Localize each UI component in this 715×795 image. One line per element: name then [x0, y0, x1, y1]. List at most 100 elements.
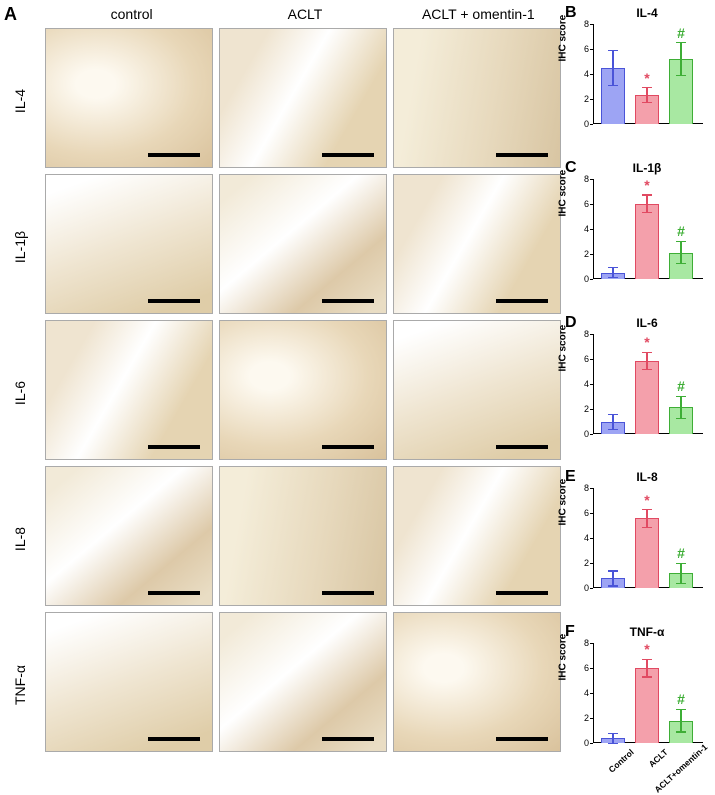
chart-plot-area: 02468*# [593, 24, 703, 124]
chart-il8: EIL-8IHC score02468*# [565, 468, 715, 621]
errorbar [646, 88, 647, 103]
panel-label-a: A [4, 4, 17, 25]
ytick-label: 0 [584, 274, 593, 284]
ytick-label: 2 [584, 94, 593, 104]
col-header-aclt-omentin: ACLT + omentin-1 [392, 6, 565, 22]
ytick-label: 2 [584, 713, 593, 723]
significance-marker: * [635, 70, 659, 86]
chart-plot-area: 02468*# [593, 334, 703, 434]
hist-img-il1b-control [45, 174, 213, 314]
hist-img-tnfa-aclt [219, 612, 387, 752]
errorbar [646, 195, 647, 213]
ytick-label: 2 [584, 558, 593, 568]
significance-marker: * [635, 334, 659, 350]
chart-il6: DIL-6IHC score02468*# [565, 314, 715, 467]
bar-aclt [635, 204, 659, 279]
bar-aclt [635, 361, 659, 434]
chart-title: IL-4 [579, 6, 715, 20]
row-label-il4: IL-4 [12, 89, 28, 113]
ytick-label: 4 [584, 224, 593, 234]
hist-img-il8-aclt-omentin [393, 466, 561, 606]
panel-a-column-headers: control ACLT ACLT + omentin-1 [45, 6, 565, 22]
errorbar [646, 659, 647, 677]
significance-marker: # [669, 378, 693, 394]
ytick-label: 6 [584, 508, 593, 518]
chart-plot-area: 02468*# [593, 488, 703, 588]
chart-il1: CIL-1βIHC score02468*# [565, 159, 715, 312]
ytick-label: 0 [584, 429, 593, 439]
ytick-label: 4 [584, 69, 593, 79]
hist-img-il6-aclt [219, 320, 387, 460]
errorbar [680, 709, 681, 732]
errorbar [612, 415, 613, 430]
hist-img-il4-aclt-omentin [393, 28, 561, 168]
ytick-label: 8 [584, 174, 593, 184]
ytick-label: 8 [584, 19, 593, 29]
ytick-label: 0 [584, 119, 593, 129]
ytick-label: 2 [584, 404, 593, 414]
ytick-label: 6 [584, 663, 593, 673]
ytick-label: 8 [584, 329, 593, 339]
hist-img-tnfa-control [45, 612, 213, 752]
hist-img-il6-control [45, 320, 213, 460]
hist-img-il6-aclt-omentin [393, 320, 561, 460]
chart-title: IL-1β [579, 161, 715, 175]
hist-img-il8-control [45, 466, 213, 606]
histology-image-grid [45, 28, 563, 758]
chart-ylabel: IHC score [558, 15, 569, 62]
row-label-il8: IL-8 [12, 527, 28, 551]
hist-img-il8-aclt [219, 466, 387, 606]
errorbar [680, 43, 681, 76]
row-label-tnfa: TNF-α [12, 665, 28, 705]
hist-img-il1b-aclt [219, 174, 387, 314]
chart-ylabel: IHC score [558, 479, 569, 526]
significance-marker: # [669, 223, 693, 239]
chart-plot-area: 02468*# [593, 179, 703, 279]
ytick-label: 8 [584, 638, 593, 648]
chart-il4: BIL-4IHC score02468*# [565, 4, 715, 157]
chart-ylabel: IHC score [558, 324, 569, 371]
chart-title: IL-6 [579, 316, 715, 330]
ytick-label: 4 [584, 688, 593, 698]
hist-img-il4-aclt [219, 28, 387, 168]
col-header-aclt: ACLT [218, 6, 391, 22]
hist-img-tnfa-aclt-omentin [393, 612, 561, 752]
ytick-label: 4 [584, 533, 593, 543]
ytick-label: 4 [584, 379, 593, 389]
bar-aclt [635, 518, 659, 588]
panel-a: A control ACLT ACLT + omentin-1 IL-4 IL-… [0, 0, 565, 776]
ytick-label: 0 [584, 738, 593, 748]
ytick-label: 6 [584, 199, 593, 209]
errorbar [680, 563, 681, 583]
chart-title: TNF-α [579, 625, 715, 639]
significance-marker: * [635, 492, 659, 508]
row-label-il1b: IL-1β [12, 231, 28, 263]
significance-marker: * [635, 641, 659, 657]
figure-container: A control ACLT ACLT + omentin-1 IL-4 IL-… [0, 0, 715, 776]
errorbar [646, 352, 647, 370]
col-header-control: control [45, 6, 218, 22]
errorbar [680, 396, 681, 419]
ytick-label: 6 [584, 354, 593, 364]
ytick-label: 6 [584, 44, 593, 54]
chart-title: IL-8 [579, 470, 715, 484]
chart-ylabel: IHC score [558, 634, 569, 681]
chart-tnf: FTNF-αIHC score02468*#ControlACLTACLT+om… [565, 623, 715, 776]
hist-img-il4-control [45, 28, 213, 168]
hist-img-il1b-aclt-omentin [393, 174, 561, 314]
panel-a-row-labels: IL-4 IL-1β IL-6 IL-8 TNF-α [0, 28, 40, 758]
ytick-label: 2 [584, 249, 593, 259]
errorbar [612, 50, 613, 85]
significance-marker: # [669, 545, 693, 561]
significance-marker: # [669, 691, 693, 707]
charts-column: BIL-4IHC score02468*#CIL-1βIHC score0246… [565, 0, 715, 776]
chart-plot-area: 02468*#ControlACLTACLT+omentin-1 [593, 643, 703, 743]
row-label-il6: IL-6 [12, 381, 28, 405]
errorbar [646, 510, 647, 528]
significance-marker: # [669, 25, 693, 41]
bar-aclt [635, 668, 659, 743]
significance-marker: * [635, 177, 659, 193]
ytick-label: 8 [584, 483, 593, 493]
errorbar [612, 571, 613, 586]
errorbar [680, 241, 681, 264]
